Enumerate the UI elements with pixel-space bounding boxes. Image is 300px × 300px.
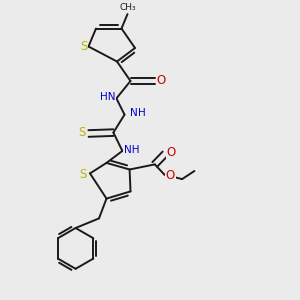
- Text: NH: NH: [124, 145, 139, 155]
- Text: S: S: [79, 167, 86, 181]
- Text: S: S: [80, 40, 88, 53]
- Text: H: H: [138, 108, 146, 118]
- Text: CH₃: CH₃: [119, 3, 136, 12]
- Text: N: N: [130, 108, 137, 118]
- Text: O: O: [167, 146, 176, 159]
- Text: O: O: [166, 169, 175, 182]
- Text: O: O: [157, 74, 166, 87]
- Text: HN: HN: [100, 92, 116, 102]
- Text: S: S: [78, 126, 85, 140]
